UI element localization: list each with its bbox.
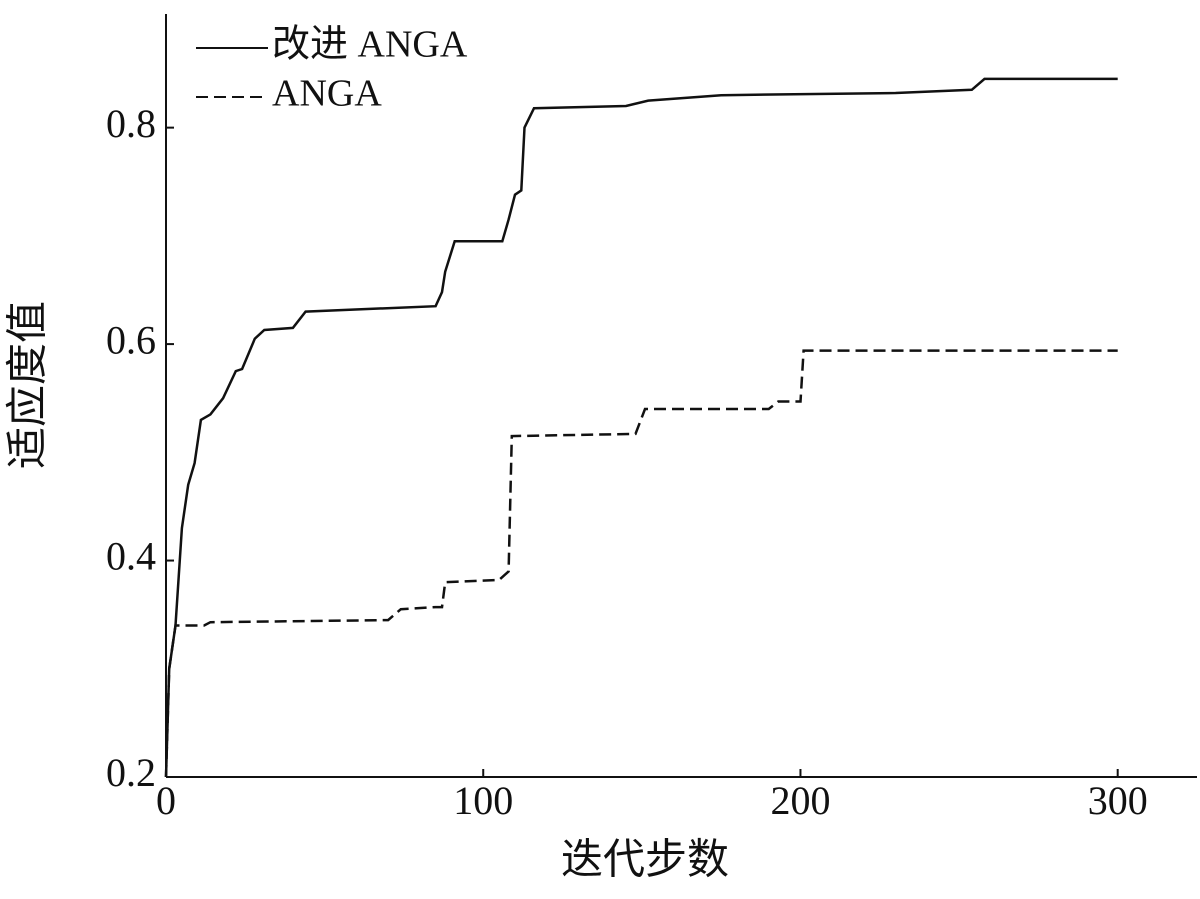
x-tick-label: 300: [1088, 778, 1148, 823]
x-tick-label: 200: [770, 778, 830, 823]
x-axis-label: 迭代步数: [561, 838, 729, 884]
x-tick-label: 100: [453, 778, 513, 823]
legend-label: ANGA: [272, 73, 382, 115]
legend-label: 改进 ANGA: [272, 24, 468, 66]
series-line: [164, 349, 1118, 778]
y-axis-label: 适应度值: [5, 301, 52, 469]
y-tick-label: 0.8: [106, 101, 156, 146]
x-tick-label: 0: [156, 778, 176, 823]
series-line: [164, 77, 1118, 778]
y-tick-label: 0.4: [106, 534, 156, 579]
y-tick-label: 0.6: [106, 317, 156, 362]
y-tick-label: 0.2: [106, 750, 156, 795]
